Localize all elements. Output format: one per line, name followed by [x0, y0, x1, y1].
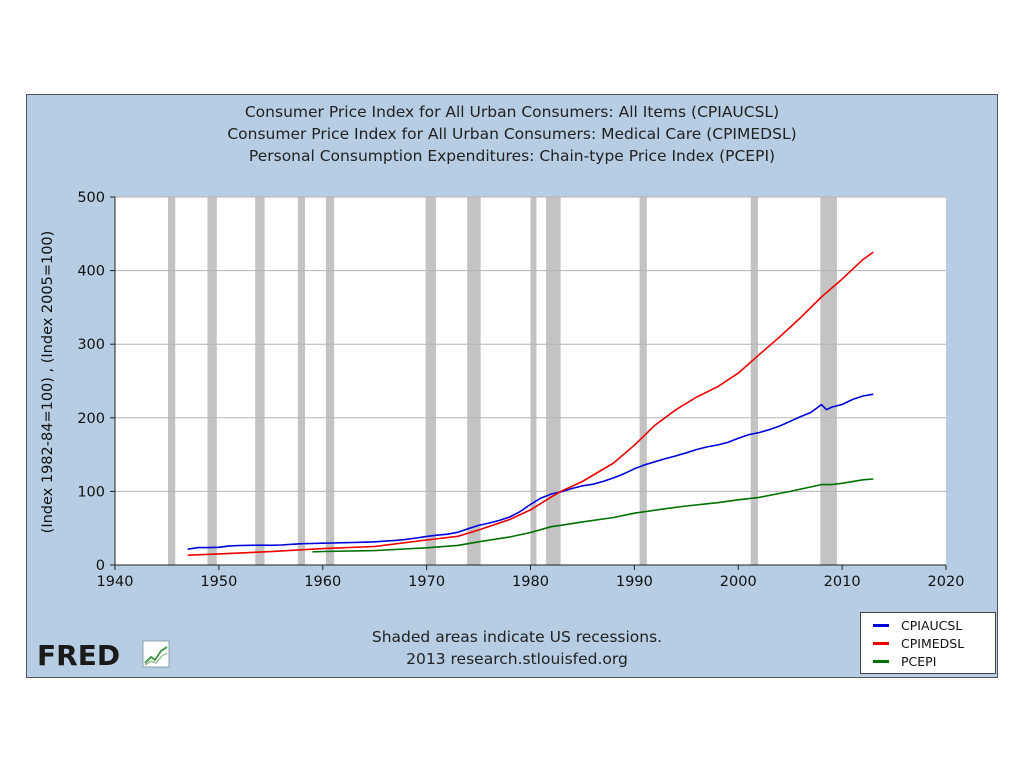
legend-swatch-cpimedsl	[873, 641, 889, 645]
x-tick-label: 1950	[200, 574, 237, 590]
y-tick-label: 0	[96, 558, 105, 574]
x-tick-label: 1940	[97, 574, 134, 590]
legend-swatch-cpiaucsl	[873, 623, 889, 627]
series-line-cpimedsl	[187, 251, 874, 556]
legend-label-cpimedsl: CPIMEDSL	[901, 635, 965, 651]
series-lines	[187, 251, 874, 556]
x-tick-label: 1960	[304, 574, 341, 590]
legend-item-cpimedsl: CPIMEDSL	[873, 635, 964, 651]
recession-band	[255, 197, 265, 565]
y-tick-label: 500	[77, 190, 105, 206]
footer-note: Shaded areas indicate US recessions. 201…	[327, 626, 707, 670]
chart-title-line-1: Consumer Price Index for All Urban Consu…	[244, 103, 780, 121]
x-axis-ticks: 1940 1950 1960 1970 1980 1990 2000 2010 2020	[97, 565, 965, 590]
x-tick-label: 2000	[720, 574, 757, 590]
series-line-cpiaucsl	[187, 393, 874, 550]
recession-band	[546, 197, 561, 565]
y-tick-label: 300	[77, 337, 105, 353]
recession-band	[425, 197, 436, 565]
source-note: 2013 research.stlouisfed.org	[406, 650, 628, 668]
x-tick-label: 2020	[928, 574, 965, 590]
chart-svg: 1940 1950 1960 1970 1980 1990 2000 2010 2020 0 10…	[40, 190, 965, 590]
recession-band	[297, 197, 306, 565]
recession-band	[639, 197, 647, 565]
x-tick-label: 2010	[824, 574, 861, 590]
chart-panel: Consumer Price Index for All Urban Consu…	[26, 94, 998, 678]
grid-lines	[115, 196, 946, 492]
chart-titles: Consumer Price Index for All Urban Consu…	[27, 101, 997, 167]
x-tick-label: 1990	[616, 574, 653, 590]
legend-swatch-pcepi	[873, 659, 889, 663]
recession-band	[325, 197, 335, 565]
legend-item-pcepi: PCEPI	[873, 653, 936, 669]
y-tick-label: 200	[77, 411, 105, 427]
chart-title-line-2: Consumer Price Index for All Urban Consu…	[227, 125, 797, 143]
legend: CPIAUCSL CPIMEDSL PCEPI	[860, 612, 996, 674]
series-line-pcepi	[312, 478, 874, 553]
recession-bands	[167, 197, 837, 565]
legend-item-cpiaucsl: CPIAUCSL	[873, 617, 962, 633]
recession-band	[820, 197, 837, 565]
recession-band	[750, 197, 758, 565]
legend-label-pcepi: PCEPI	[901, 653, 937, 669]
recession-note: Shaded areas indicate US recessions.	[371, 628, 663, 646]
y-tick-label: 100	[77, 484, 105, 500]
recession-band	[207, 197, 217, 565]
recession-band	[530, 197, 537, 565]
recession-band	[467, 197, 481, 565]
fred-logo-text: FRED	[37, 639, 120, 671]
y-axis-ticks: 0 100 200 300 400 500	[77, 190, 115, 574]
x-tick-label: 1970	[408, 574, 445, 590]
x-tick-label: 1980	[512, 574, 549, 590]
fred-logo-graphic: FRED	[37, 639, 170, 672]
recession-band	[167, 197, 176, 565]
y-axis-label: (Index 1982-84=100) , (Index 2005=100)	[40, 231, 56, 534]
legend-label-cpiaucsl: CPIAUCSL	[901, 617, 963, 633]
chart-trend-icon	[142, 640, 170, 668]
chart-title-line-3: Personal Consumption Expenditures: Chain…	[248, 147, 776, 165]
y-tick-label: 400	[77, 264, 105, 280]
fred-logo: FRED	[35, 639, 171, 672]
